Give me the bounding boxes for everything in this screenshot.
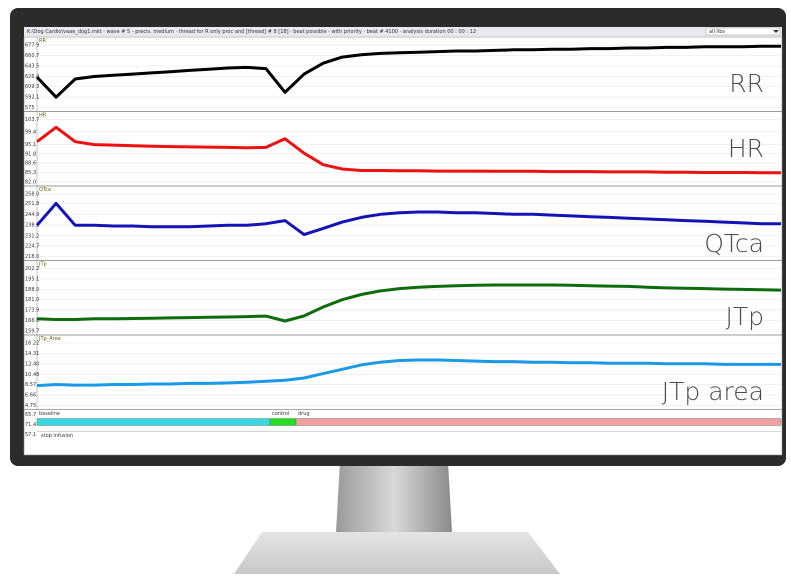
stand-base [234, 532, 560, 574]
y-tick-label: 173.9 [25, 308, 39, 314]
y-tick-label: 181.0 [25, 297, 39, 303]
panel-label: RR [39, 38, 46, 44]
big-label: HR [728, 134, 764, 163]
big-label: JTp area [662, 377, 764, 406]
panel-label: QTca [39, 187, 51, 193]
y-tick-label: 660.7 [25, 53, 39, 59]
event-tick-label: 71.4 [25, 422, 36, 428]
event-label: control [272, 411, 289, 417]
y-tick-label: 14.31 [25, 351, 39, 357]
big-label: JTp [725, 302, 764, 331]
event-bar [296, 419, 781, 426]
y-tick-label: 82.0 [25, 180, 36, 186]
y-tick-label: 244.9 [25, 212, 39, 218]
y-tick-label: 231.2 [25, 233, 39, 239]
y-tick-label: 99.4 [25, 129, 36, 135]
y-tick-label: 12.40 [25, 361, 39, 367]
y-tick-label: 202.2 [25, 266, 39, 272]
event-tick-label: 57.1 [25, 432, 36, 438]
y-tick-label: 103.7 [25, 117, 39, 123]
event-note: stop infusion [41, 433, 73, 439]
stand-neck [336, 462, 452, 532]
event-bar [37, 419, 270, 426]
y-tick-label: 159.7 [25, 329, 39, 335]
event-tick-label: 65.7 [25, 412, 36, 418]
y-tick-label: 8.57 [25, 382, 36, 388]
window-title: K:\Dog Cardio\vaae_dog1.mkt · wave # 5 -… [27, 29, 476, 35]
y-tick-label: 91.8 [25, 151, 36, 157]
y-tick-label: 224.7 [25, 244, 39, 250]
y-tick-label: 95.1 [25, 142, 36, 148]
event-label: baseline [39, 411, 60, 417]
y-tick-label: 195.1 [25, 276, 39, 282]
y-tick-label: 575 [25, 105, 35, 111]
y-tick-label: 258.0 [25, 192, 39, 198]
y-tick-label: 188.0 [25, 287, 39, 293]
panel-label: JTp [38, 262, 47, 268]
y-tick-label: 643.5 [25, 63, 39, 69]
monitor-screenshot: K:\Dog Cardio\vaae_dog1.mkt · wave # 5 -… [0, 0, 791, 574]
y-tick-label: 592.1 [25, 95, 39, 101]
y-tick-label: 6.66 [25, 393, 36, 399]
event-bar [270, 419, 296, 426]
event-panel [24, 410, 782, 456]
y-tick-label: 10.48 [25, 372, 39, 378]
y-tick-label: 85.3 [25, 170, 36, 176]
y-tick-label: 218.0 [25, 254, 39, 260]
dropdown-text: all libs [709, 29, 725, 35]
y-tick-label: 677.9 [25, 43, 39, 49]
y-tick-label: 251.8 [25, 201, 39, 207]
event-label: drug [298, 411, 310, 417]
y-tick-label: 16.22 [25, 341, 39, 347]
y-tick-label: 4.75 [25, 403, 36, 409]
big-label: QTca [704, 229, 764, 258]
big-label: RR [729, 69, 764, 98]
y-tick-label: 88.6 [25, 160, 36, 166]
panel-label: JTp_Area [38, 336, 61, 342]
panel-label: HR [39, 113, 47, 119]
y-tick-label: 609.3 [25, 84, 39, 90]
